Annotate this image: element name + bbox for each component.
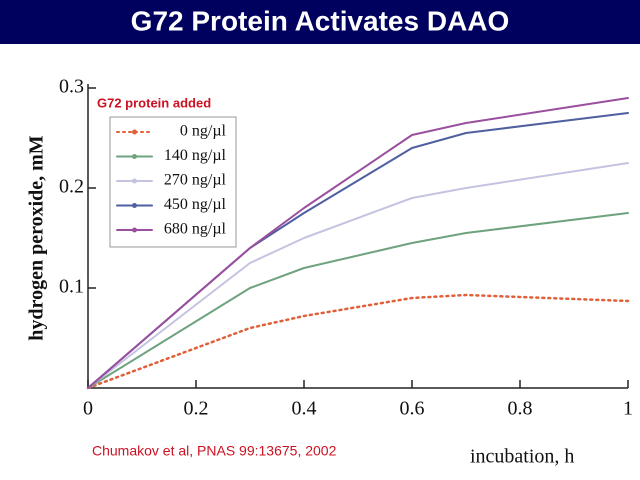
series-line: [86, 293, 630, 390]
series-line: [87, 97, 629, 389]
y-tick-label: 0.2: [59, 176, 84, 198]
legend-label: 140 ng/µl: [164, 147, 227, 164]
x-tick-label: 0.4: [292, 398, 317, 420]
x-tick-label: 0.8: [508, 398, 533, 420]
legend-marker: [132, 227, 137, 233]
x-tick-label: 0.6: [400, 398, 425, 420]
legend-marker: [132, 178, 137, 184]
series-line: [87, 212, 629, 389]
footnote: Chumakov et al, PNAS 99:13675, 2002: [92, 443, 337, 459]
legend-marker: [132, 203, 137, 208]
y-axis-label: hydrogen peroxide, mM: [26, 135, 48, 340]
slide-title: G72 Protein Activates DAAO: [131, 5, 510, 36]
title-bar: [0, 0, 640, 44]
y-tick-label: 0.1: [59, 276, 84, 298]
x-tick-label: 0: [83, 398, 93, 420]
series-line: [87, 162, 629, 389]
legend-label: 270 ng/µl: [164, 172, 227, 189]
legend-label: 0 ng/µl: [180, 123, 227, 140]
legend-marker: [132, 154, 137, 159]
legend-title: G72 protein added: [97, 95, 211, 110]
legend-marker: [132, 129, 137, 135]
y-tick-label: 0.3: [59, 76, 84, 98]
x-tick-label: 1: [623, 398, 633, 420]
x-axis-label: incubation, h: [470, 446, 574, 468]
legend-label: 450 ng/µl: [164, 196, 227, 213]
legend-label: 680 ng/µl: [164, 221, 227, 238]
x-tick-label: 0.2: [184, 398, 209, 420]
